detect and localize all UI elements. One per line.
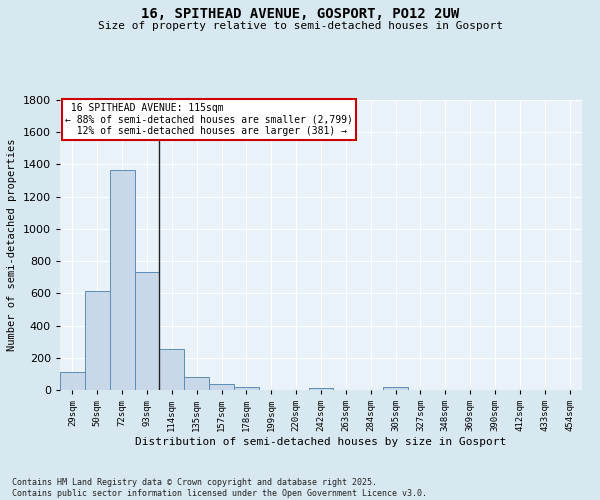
Y-axis label: Number of semi-detached properties: Number of semi-detached properties (7, 138, 17, 352)
Text: 16, SPITHEAD AVENUE, GOSPORT, PO12 2UW: 16, SPITHEAD AVENUE, GOSPORT, PO12 2UW (141, 8, 459, 22)
Bar (308, 388, 334, 390)
Bar (85, 291, 110, 390)
Bar (234, 388, 259, 390)
Bar (209, 384, 234, 390)
Bar (184, 377, 209, 390)
X-axis label: Distribution of semi-detached houses by size in Gosport: Distribution of semi-detached houses by … (136, 437, 506, 447)
Text: Size of property relative to semi-detached houses in Gosport: Size of property relative to semi-detach… (97, 21, 503, 31)
Bar (134, 272, 160, 390)
Bar (60, 372, 85, 390)
Bar (160, 349, 184, 390)
Text: 16 SPITHEAD AVENUE: 115sqm
← 88% of semi-detached houses are smaller (2,799)
  1: 16 SPITHEAD AVENUE: 115sqm ← 88% of semi… (65, 103, 353, 136)
Bar (383, 388, 408, 390)
Text: Contains HM Land Registry data © Crown copyright and database right 2025.
Contai: Contains HM Land Registry data © Crown c… (12, 478, 427, 498)
Bar (110, 170, 134, 390)
